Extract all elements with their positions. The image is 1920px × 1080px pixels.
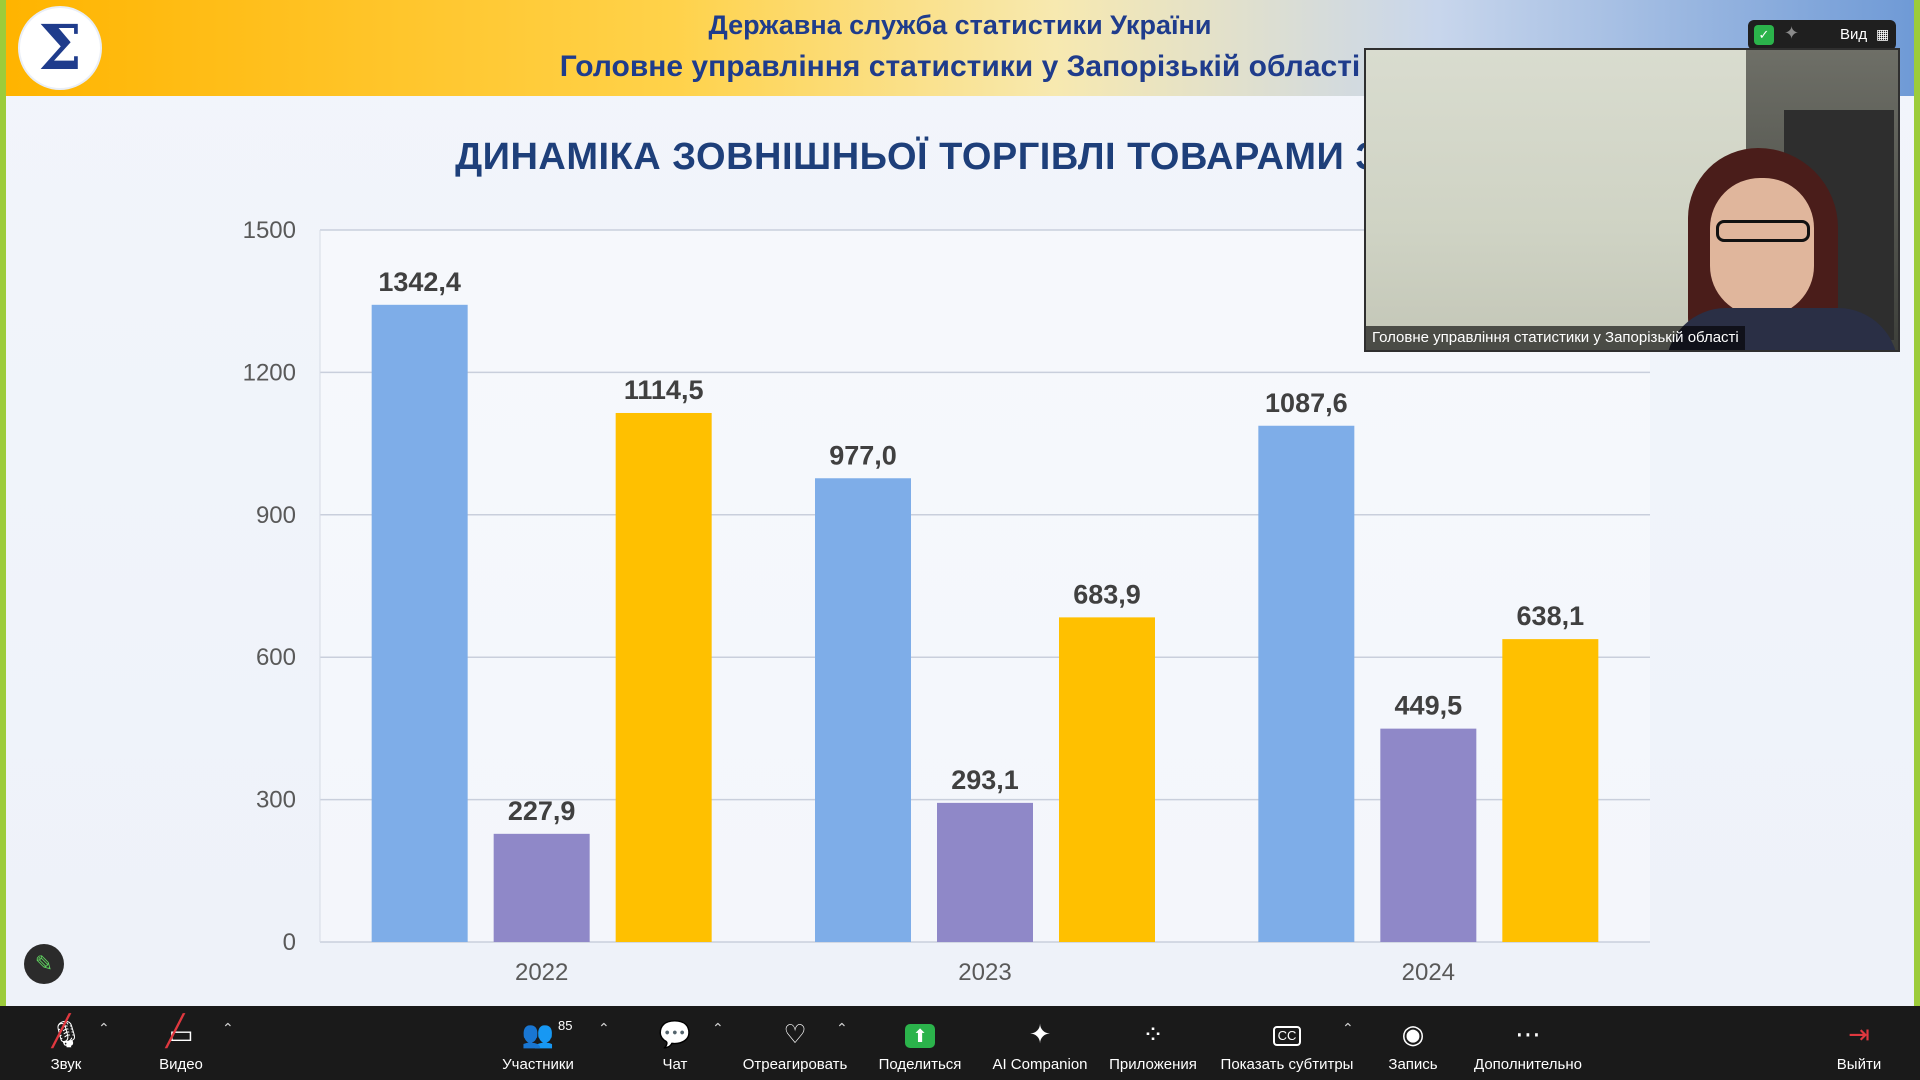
ai-companion-button[interactable]: ✦ AI Companion <box>988 1006 1092 1080</box>
share-button[interactable]: ⬆ Поделиться <box>872 1006 968 1080</box>
data-label: 1087,6 <box>1265 388 1348 418</box>
participants-icon: 👥 85 <box>521 1018 573 1049</box>
ai-sparkle-icon: ✦ <box>1029 1019 1051 1049</box>
microphone-muted-icon: 🎙 ╱ <box>49 1015 83 1050</box>
participants-options-chevron-icon[interactable]: ⌃ <box>598 1020 610 1036</box>
data-label: 1342,4 <box>378 267 461 297</box>
participants-button[interactable]: 👥 85 Участники <box>496 1006 580 1080</box>
bar <box>1258 425 1355 942</box>
bar <box>615 412 712 942</box>
leave-button[interactable]: ⇥ Выйти <box>1830 1006 1888 1080</box>
record-icon: ◉ <box>1401 1019 1425 1049</box>
apps-label: Приложения <box>1109 1056 1197 1073</box>
audio-label: Звук <box>50 1056 82 1073</box>
record-button[interactable]: ◉ Запись <box>1380 1006 1446 1080</box>
more-button[interactable]: ⋯ Дополнительно <box>1470 1006 1586 1080</box>
stat-logo-icon: Σ <box>20 8 100 88</box>
chat-button[interactable]: 💬 Чат <box>640 1006 710 1080</box>
react-button[interactable]: ♡ Отреагировать <box>738 1006 852 1080</box>
data-label: 293,1 <box>951 765 1019 795</box>
data-label: 449,5 <box>1395 691 1463 721</box>
more-label: Дополнительно <box>1474 1056 1582 1073</box>
sparkle-icon[interactable]: ✦ <box>1784 23 1800 43</box>
apps-icon: ⁘ <box>1142 1019 1164 1049</box>
header-line-2: Головне управління статистики у Запорізь… <box>559 50 1361 83</box>
audio-options-chevron-icon[interactable]: ⌃ <box>98 1020 110 1036</box>
y-tick-label: 600 <box>256 644 296 671</box>
y-tick-label: 0 <box>283 929 296 956</box>
bar <box>1502 639 1599 942</box>
grid-view-icon: ▦ <box>1876 26 1890 42</box>
x-tick-label: 2022 <box>515 959 568 986</box>
slide-title: ДИНАМІКА ЗОВНІШНЬОЇ ТОРГІВЛІ ТОВАРАМИ З … <box>455 136 1465 178</box>
chat-label: Чат <box>662 1056 688 1073</box>
y-tick-label: 300 <box>256 787 296 814</box>
share-screen-icon: ⬆ <box>872 1018 968 1050</box>
bar <box>937 802 1033 942</box>
react-options-chevron-icon[interactable]: ⌃ <box>836 1020 848 1036</box>
chat-icon: 💬 <box>658 1019 692 1049</box>
record-label: Запись <box>1388 1056 1438 1073</box>
leave-label: Выйти <box>1836 1056 1882 1073</box>
captions-button[interactable]: CC Показать субтитры <box>1218 1006 1356 1080</box>
participant-face <box>1710 178 1814 316</box>
data-label: 1114,5 <box>624 375 704 405</box>
bar <box>493 833 590 942</box>
more-dots-icon: ⋯ <box>1515 1019 1541 1049</box>
header-line-1: Державна служба статистики України <box>708 10 1212 40</box>
data-label: 638,1 <box>1517 601 1585 631</box>
participants-count: 85 <box>558 1018 573 1033</box>
y-tick-label: 1500 <box>243 217 296 244</box>
camera-off-icon: ▭ ╱ <box>166 1015 194 1050</box>
shield-check-icon: ✓ <box>1754 25 1774 45</box>
captions-options-chevron-icon[interactable]: ⌃ <box>1342 1020 1354 1036</box>
y-tick-label: 1200 <box>243 359 296 386</box>
video-button[interactable]: ▭ ╱ Видео <box>148 1006 214 1080</box>
react-label: Отреагировать <box>742 1056 848 1073</box>
y-tick-label: 900 <box>256 502 296 529</box>
annotate-pencil-icon[interactable]: ✎ <box>24 944 64 984</box>
bar <box>1059 617 1155 942</box>
view-label: Вид <box>1840 26 1868 43</box>
participant-video-tile[interactable]: Головне управління статистики у Запорізь… <box>1364 48 1900 352</box>
data-label: 683,9 <box>1073 579 1141 609</box>
x-tick-label: 2023 <box>958 959 1011 986</box>
apps-button[interactable]: ⁘ Приложения <box>1104 1006 1202 1080</box>
chat-options-chevron-icon[interactable]: ⌃ <box>712 1020 724 1036</box>
participant-glasses <box>1716 220 1810 242</box>
logo-glyph: Σ <box>38 11 82 84</box>
captions-label: Показать субтитры <box>1220 1056 1354 1073</box>
video-options-chevron-icon[interactable]: ⌃ <box>222 1020 234 1036</box>
data-label: 227,9 <box>508 796 576 826</box>
heart-icon: ♡ <box>783 1019 807 1049</box>
view-button[interactable]: ✓ ✦ Вид ▦ <box>1748 20 1896 50</box>
bar <box>815 478 911 942</box>
video-label: Видео <box>159 1056 203 1073</box>
leave-door-icon: ⇥ <box>1848 1019 1870 1049</box>
x-tick-label: 2024 <box>1402 959 1455 986</box>
bar <box>371 304 468 942</box>
participants-label: Участники <box>502 1056 574 1073</box>
ai-label: AI Companion <box>992 1056 1088 1073</box>
bar <box>1380 728 1477 942</box>
audio-button[interactable]: 🎙 ╱ Звук <box>30 1006 102 1080</box>
participant-name: Головне управління статистики у Запорізь… <box>1366 326 1745 350</box>
closed-captions-icon: CC <box>1218 1018 1356 1050</box>
meeting-toolbar: 🎙 ╱ Звук ⌃ ▭ ╱ Видео ⌃ 👥 85 Участники ⌃ 💬 Ч… <box>0 1006 1920 1080</box>
share-label: Поделиться <box>878 1056 962 1073</box>
data-label: 977,0 <box>829 440 897 470</box>
